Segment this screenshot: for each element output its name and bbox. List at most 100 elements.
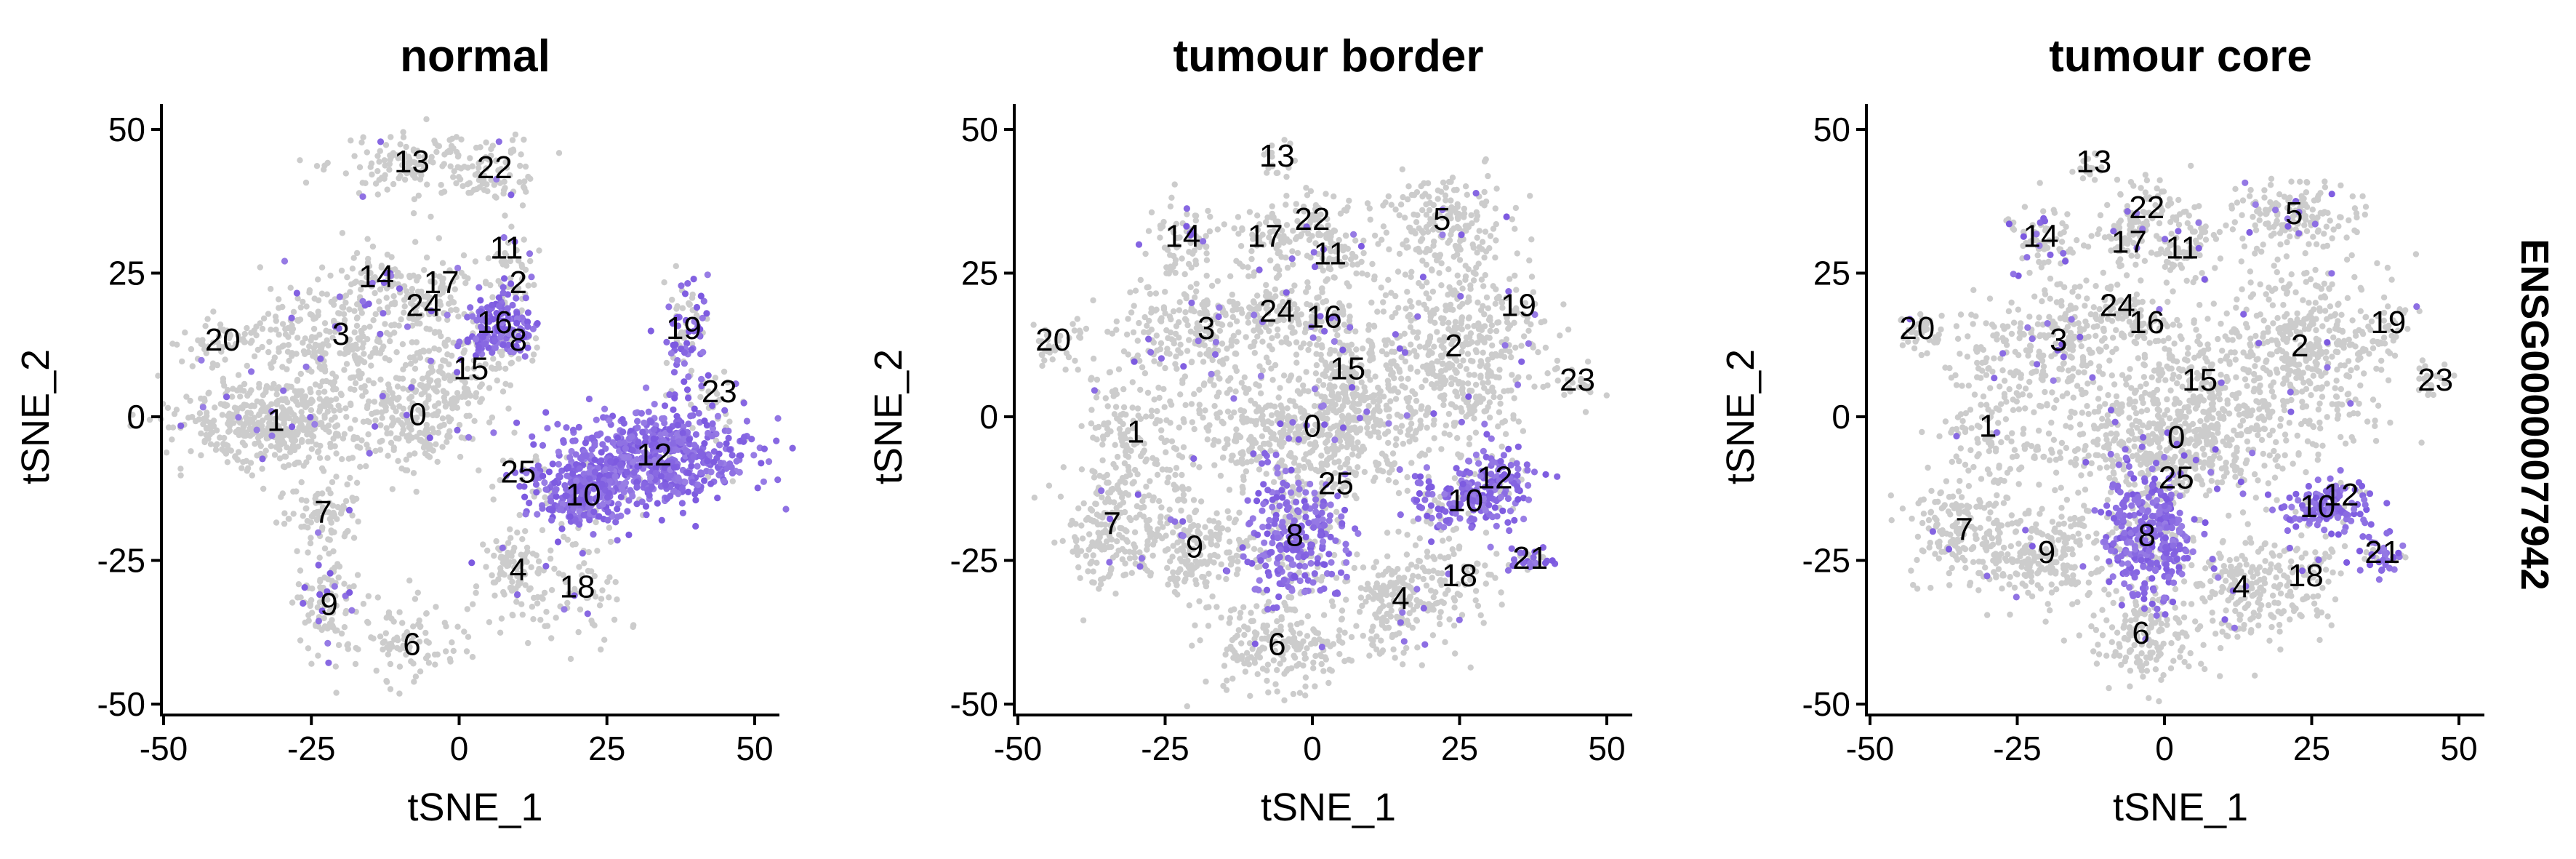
- cell-point: [481, 186, 488, 193]
- cell-point-expressing: [235, 414, 242, 421]
- cell-point: [1173, 323, 1180, 329]
- cell-point: [341, 367, 348, 373]
- cell-point: [1245, 264, 1251, 271]
- cell-point: [241, 330, 248, 337]
- cell-point: [1487, 233, 1494, 239]
- cell-point-expressing: [679, 509, 687, 516]
- cell-point: [1243, 334, 1249, 340]
- cell-point-expressing: [468, 559, 476, 567]
- cell-point-expressing: [490, 429, 497, 436]
- cell-point: [387, 156, 393, 163]
- cell-point: [482, 279, 489, 285]
- cell-point: [341, 624, 348, 631]
- cell-point-expressing: [288, 314, 295, 321]
- cell-point: [1196, 386, 1203, 393]
- cell-point: [1184, 348, 1191, 354]
- cell-point-expressing: [678, 500, 686, 507]
- cell-point-expressing: [704, 458, 711, 465]
- cell-point: [342, 530, 349, 537]
- cell-point: [1203, 257, 1211, 263]
- cell-point: [1245, 319, 1252, 326]
- cell-point: [351, 329, 358, 336]
- cell-point-expressing: [317, 355, 324, 362]
- cell-point-expressing: [469, 313, 476, 320]
- cell-point-expressing: [526, 499, 533, 507]
- cell-point: [1235, 300, 1241, 307]
- cell-point: [201, 437, 208, 444]
- cell-point: [378, 401, 385, 407]
- cell-point: [721, 368, 728, 375]
- cell-point: [470, 357, 478, 364]
- cell-point: [297, 304, 304, 311]
- cell-point-expressing: [758, 460, 765, 467]
- cell-point: [411, 196, 418, 203]
- cell-point-expressing: [687, 412, 694, 420]
- cell-point: [399, 620, 406, 626]
- cell-point: [1151, 358, 1157, 364]
- cell-point: [377, 422, 384, 428]
- cell-point: [273, 327, 279, 333]
- cell-point: [331, 407, 337, 414]
- cell-point: [458, 136, 465, 143]
- cell-point: [230, 385, 236, 392]
- cell-point: [1193, 280, 1200, 287]
- cell-point: [1283, 222, 1291, 228]
- cell-point: [1542, 344, 1549, 351]
- cell-point-expressing: [662, 482, 670, 489]
- cell-point: [260, 428, 268, 434]
- cell-point: [514, 530, 521, 536]
- cell-point: [399, 161, 406, 169]
- cell-point: [593, 519, 599, 526]
- cell-point: [1320, 382, 1327, 388]
- cell-point: [414, 303, 420, 310]
- cell-point-expressing: [591, 440, 598, 447]
- cell-point: [276, 296, 282, 303]
- cell-point: [1134, 405, 1141, 412]
- cell-point: [244, 392, 251, 399]
- cell-point-expressing: [591, 456, 598, 463]
- cell-point: [493, 194, 499, 201]
- cell-point: [1472, 271, 1479, 277]
- cell-point: [308, 389, 314, 396]
- cell-point: [486, 419, 493, 425]
- cell-point: [210, 308, 217, 315]
- cell-point: [1152, 460, 1158, 467]
- cell-point: [1125, 316, 1131, 322]
- cell-point: [1145, 228, 1152, 234]
- cell-point: [409, 339, 415, 345]
- cell-point: [207, 441, 214, 447]
- cell-point-expressing: [311, 420, 318, 428]
- cell-point: [256, 412, 262, 418]
- cell-point: [229, 393, 236, 400]
- cell-point: [1041, 357, 1048, 364]
- cell-point: [301, 523, 308, 530]
- cell-point: [233, 340, 239, 348]
- cell-point: [1224, 408, 1232, 415]
- cell-point: [406, 578, 413, 584]
- cell-point: [339, 456, 345, 463]
- cell-point: [1417, 417, 1424, 424]
- cell-point: [676, 332, 683, 339]
- cell-point: [413, 339, 420, 345]
- cell-point-expressing: [647, 327, 654, 335]
- cell-point: [1495, 423, 1501, 430]
- cell-point: [372, 417, 379, 424]
- cell-point: [364, 417, 371, 425]
- cell-point: [477, 399, 483, 405]
- cell-point: [395, 269, 401, 276]
- cell-point: [1128, 309, 1135, 316]
- cell-point-expressing: [491, 344, 499, 351]
- cell-point: [1582, 409, 1589, 415]
- cell-point-expressing: [569, 470, 577, 477]
- cell-point: [349, 455, 356, 461]
- cell-point: [448, 307, 454, 313]
- cell-point: [1474, 249, 1480, 256]
- cell-point-expressing: [336, 293, 343, 300]
- cell-point-expressing: [671, 394, 678, 401]
- cell-point: [1438, 188, 1445, 195]
- cell-point: [426, 300, 433, 306]
- cell-point: [321, 320, 329, 327]
- cell-point: [1130, 329, 1137, 336]
